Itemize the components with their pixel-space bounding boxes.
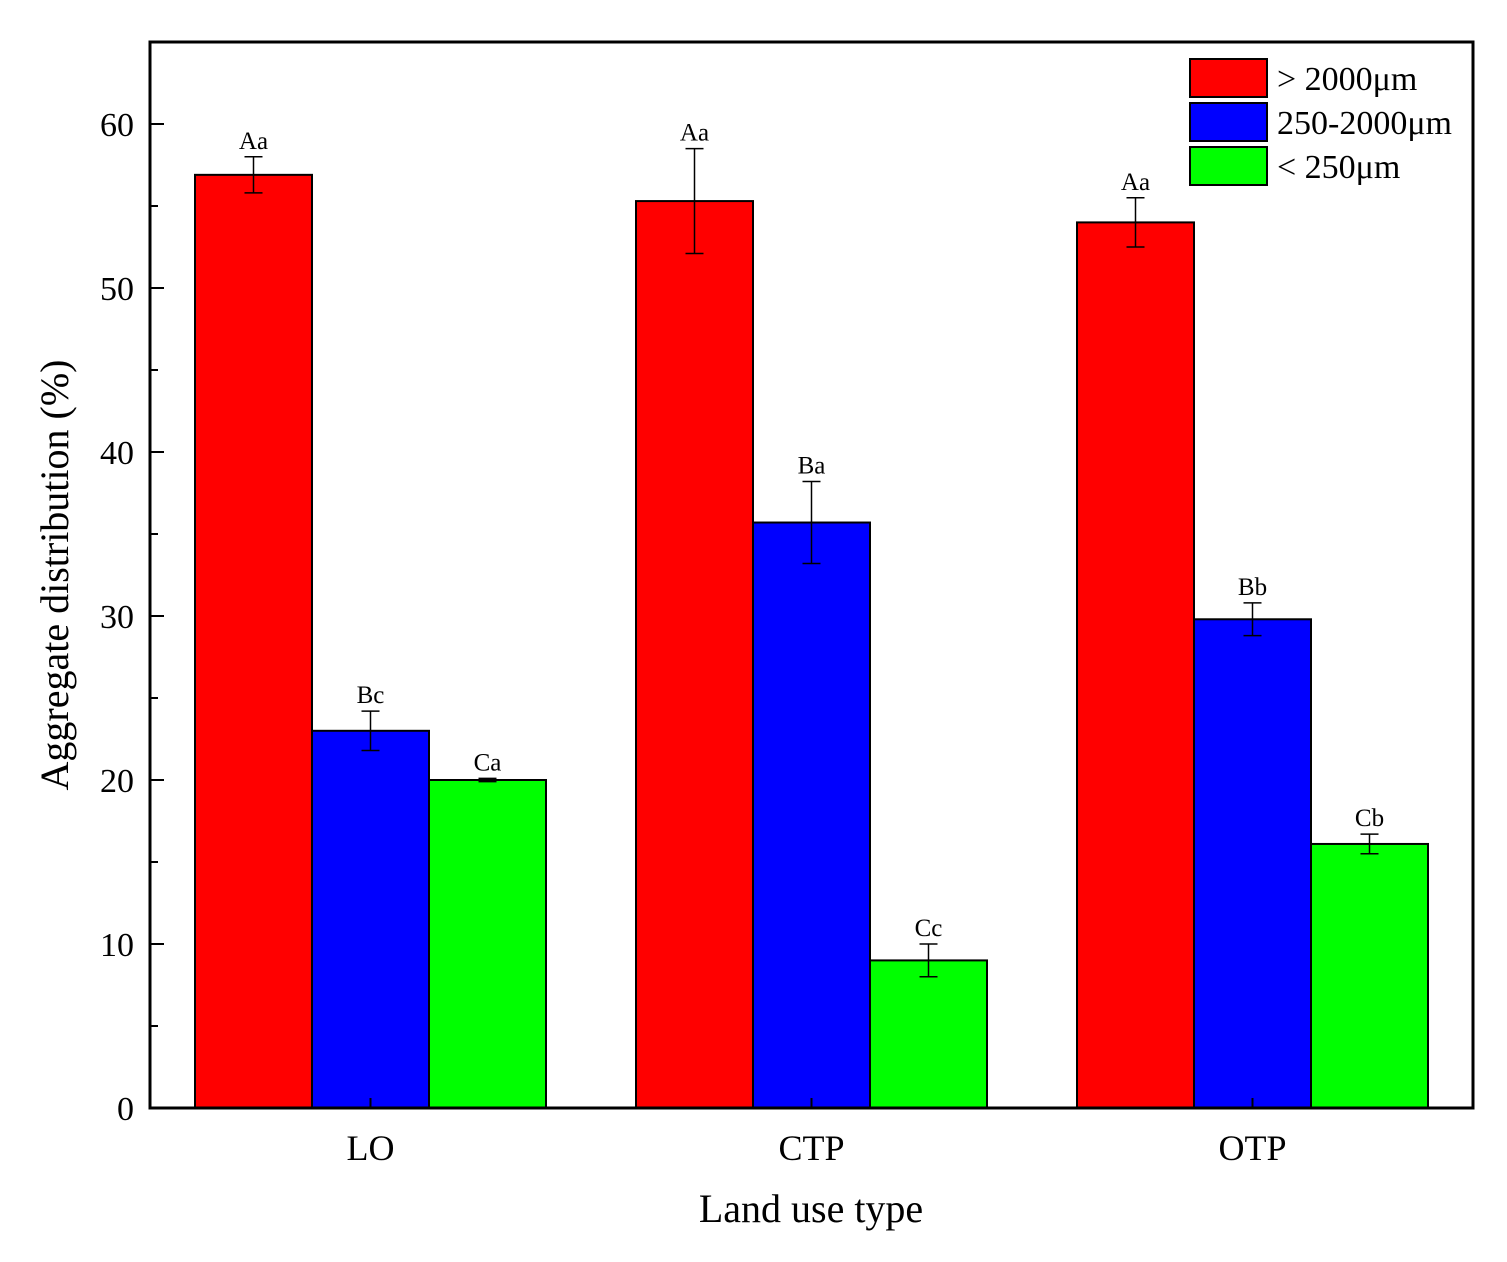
bar-lo-series2	[311, 729, 430, 1109]
bar-otp-series3	[1310, 842, 1429, 1110]
significance-label: Bc	[357, 682, 385, 709]
bar-ctp-series1	[635, 200, 754, 1109]
x-axis-title: Land use type	[699, 1186, 923, 1231]
bar-lo-series1	[194, 173, 313, 1109]
y-tick-label: 0	[117, 1091, 134, 1128]
legend-label-series3: < 250μm	[1277, 149, 1400, 186]
x-tick-label-otp: OTP	[1218, 1128, 1286, 1168]
legend-label-series2: 250-2000μm	[1277, 105, 1452, 142]
legend-label-series1: > 2000μm	[1277, 61, 1417, 98]
axes: 0 10 20 30 40 50 60 LO CTP OTP	[100, 40, 1475, 1168]
bars: Aa Bc Ca Aa Ba Cc Aa Bb Cb	[194, 120, 1429, 1110]
legend-swatch-series3	[1189, 146, 1268, 186]
y-axis-title: Aggregate distribution (%)	[32, 360, 77, 791]
bar-otp-series1	[1076, 221, 1195, 1109]
y-tick-label: 60	[100, 107, 134, 144]
significance-label: Aa	[680, 120, 709, 147]
significance-label: Ba	[798, 453, 826, 480]
x-tick-label-ctp: CTP	[778, 1128, 844, 1168]
y-tick-label: 40	[100, 435, 134, 472]
x-tick-label-lo: LO	[347, 1128, 395, 1168]
legend-swatch-series1	[1189, 58, 1268, 98]
significance-label: Ca	[474, 749, 502, 776]
y-tick-label: 50	[100, 271, 134, 308]
y-tick-label: 10	[100, 927, 134, 964]
legend-swatch-series2	[1189, 102, 1268, 142]
bar-otp-series2	[1193, 618, 1312, 1110]
significance-label: Bb	[1238, 574, 1267, 601]
y-tick-label: 20	[100, 763, 134, 800]
bar-ctp-series3	[869, 959, 988, 1110]
y-tick-label: 30	[100, 599, 134, 636]
significance-label: Cb	[1355, 805, 1384, 832]
bar-lo-series3	[428, 779, 547, 1109]
significance-label: Aa	[1121, 169, 1150, 196]
legend: > 2000μm 250-2000μm < 250μm	[1189, 58, 1452, 186]
significance-label: Cc	[915, 915, 943, 942]
bar-ctp-series2	[752, 521, 871, 1109]
significance-label: Aa	[239, 128, 268, 155]
